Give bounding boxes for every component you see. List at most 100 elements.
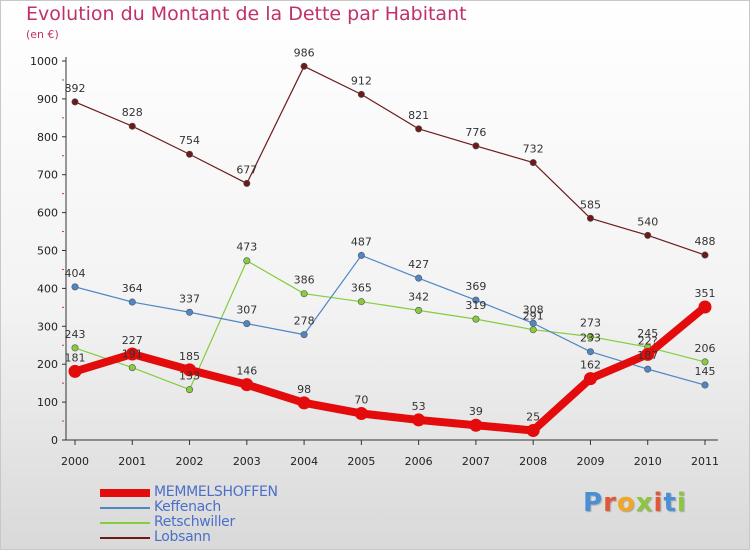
x-tick-label: 2002 — [176, 455, 204, 468]
data-point-retschwiller — [529, 326, 537, 334]
data-point-keffenach — [357, 251, 365, 259]
data-label-lobsann: 585 — [580, 198, 601, 211]
y-tick-label: 0 — [51, 434, 58, 447]
data-label-lobsann: 488 — [695, 235, 716, 248]
series-line-keffenach — [74, 254, 706, 386]
series-line-lobsann — [74, 65, 706, 256]
data-point-keffenach — [472, 296, 480, 304]
data-point-keffenach — [243, 320, 251, 328]
data-label-memmelshoffen: 98 — [297, 383, 311, 396]
data-label-lobsann: 828 — [122, 106, 143, 119]
data-point-memmelshoffen — [469, 418, 483, 432]
data-point-retschwiller — [357, 298, 365, 306]
legend-item-keffenach: Keffenach — [100, 500, 278, 515]
data-point-retschwiller — [243, 257, 251, 265]
legend-item-memmelshoffen: MEMMELSHOFFEN — [100, 485, 278, 500]
data-point-retschwiller — [586, 333, 594, 341]
data-point-lobsann — [243, 179, 251, 187]
data-label-lobsann: 892 — [65, 82, 86, 95]
series-line-retschwiller — [74, 260, 706, 391]
data-point-keffenach — [128, 298, 136, 306]
data-label-keffenach: 278 — [294, 315, 315, 328]
data-point-keffenach — [644, 365, 652, 373]
data-point-memmelshoffen — [641, 347, 655, 361]
data-label-memmelshoffen: 39 — [469, 405, 483, 418]
legend-label: Lobsann — [154, 529, 211, 545]
chart-subtitle: (en €) — [26, 28, 59, 41]
data-label-keffenach: 427 — [408, 258, 429, 271]
legend-label: MEMMELSHOFFEN — [154, 484, 278, 500]
data-point-lobsann — [472, 142, 480, 150]
data-point-retschwiller — [472, 315, 480, 323]
data-point-memmelshoffen — [526, 424, 540, 438]
data-point-lobsann — [415, 125, 423, 133]
data-label-keffenach: 308 — [523, 303, 544, 316]
x-tick-label: 2001 — [118, 455, 146, 468]
data-point-memmelshoffen — [354, 406, 368, 420]
data-point-keffenach — [186, 308, 194, 316]
data-label-keffenach: 337 — [179, 292, 200, 305]
data-label-retschwiller: 319 — [465, 299, 486, 312]
legend-label: Keffenach — [154, 499, 221, 515]
data-point-memmelshoffen — [297, 396, 311, 410]
legend-item-retschwiller: Retschwiller — [100, 515, 278, 530]
x-tick-label: 2007 — [462, 455, 490, 468]
data-label-keffenach: 487 — [351, 235, 372, 248]
axes: 0 100 200 300 400 500 600 700 800 900 1000 2000 2001… — [30, 55, 719, 468]
data-label-memmelshoffen: 22? — [638, 334, 658, 347]
data-label-lobsann: 986 — [294, 46, 315, 59]
data-label-lobsann: 912 — [351, 74, 372, 87]
legend-item-lobsann: Lobsann — [100, 530, 278, 545]
x-tick-label: 2009 — [576, 455, 604, 468]
data-label-keffenach: 369 — [465, 280, 486, 293]
data-label-keffenach: 364 — [122, 282, 143, 295]
legend-label: Retschwiller — [154, 514, 235, 530]
legend: MEMMELSHOFFEN Keffenach Retschwiller Lobsan… — [100, 485, 278, 545]
x-tick-label: 2010 — [634, 455, 662, 468]
data-label-lobsann: 540 — [637, 215, 658, 228]
legend-swatch — [100, 506, 150, 509]
data-point-retschwiller — [701, 358, 709, 366]
data-point-retschwiller — [71, 344, 79, 352]
data-point-memmelshoffen — [698, 300, 712, 314]
data-point-lobsann — [701, 251, 709, 259]
y-tick-label: 100 — [37, 396, 58, 409]
series-line-memmelshoffen — [71, 302, 709, 435]
y-tick-label: 200 — [37, 358, 58, 371]
y-tick-label: 600 — [37, 207, 58, 220]
legend-swatch — [100, 536, 150, 539]
legend-swatch — [100, 488, 150, 497]
data-label-retschwiller: 365 — [351, 282, 372, 295]
data-label-memmelshoffen: 185 — [179, 350, 200, 363]
y-tick-label: 400 — [37, 282, 58, 295]
x-tick-label: 2006 — [405, 455, 433, 468]
series-lines — [68, 62, 712, 438]
data-point-memmelshoffen — [412, 413, 426, 427]
data-point-retschwiller — [415, 306, 423, 314]
data-label-retschwiller: 342 — [408, 290, 429, 303]
data-point-keffenach — [71, 283, 79, 291]
data-label-memmelshoffen: 351 — [695, 287, 716, 300]
data-label-retschwiller: 273 — [580, 317, 601, 330]
y-tick-label: 500 — [37, 245, 58, 258]
data-point-lobsann — [186, 150, 194, 158]
data-label-retschwiller: 133 — [179, 370, 200, 383]
data-point-memmelshoffen — [583, 372, 597, 386]
x-tick-label: 2011 — [691, 455, 719, 468]
x-tick-label: 2003 — [233, 455, 261, 468]
data-point-memmelshoffen — [240, 378, 254, 392]
data-point-keffenach — [586, 348, 594, 356]
data-point-lobsann — [357, 90, 365, 98]
data-label-lobsann: 732 — [523, 143, 544, 156]
data-label-memmelshoffen: 53 — [412, 400, 426, 413]
x-tick-label: 2008 — [519, 455, 547, 468]
data-label-keffenach: 307 — [236, 304, 257, 317]
data-label-memmelshoffen: 181 — [65, 351, 86, 364]
y-tick-label: 900 — [37, 93, 58, 106]
data-point-lobsann — [300, 62, 308, 70]
data-labels: 181 227 185 146 98 70 53 39 25 162 22? 351 404 364 337… — [65, 46, 716, 423]
data-point-lobsann — [128, 122, 136, 130]
data-label-lobsann: 754 — [179, 134, 200, 147]
proxiti-logo: Proxiti — [583, 488, 687, 518]
